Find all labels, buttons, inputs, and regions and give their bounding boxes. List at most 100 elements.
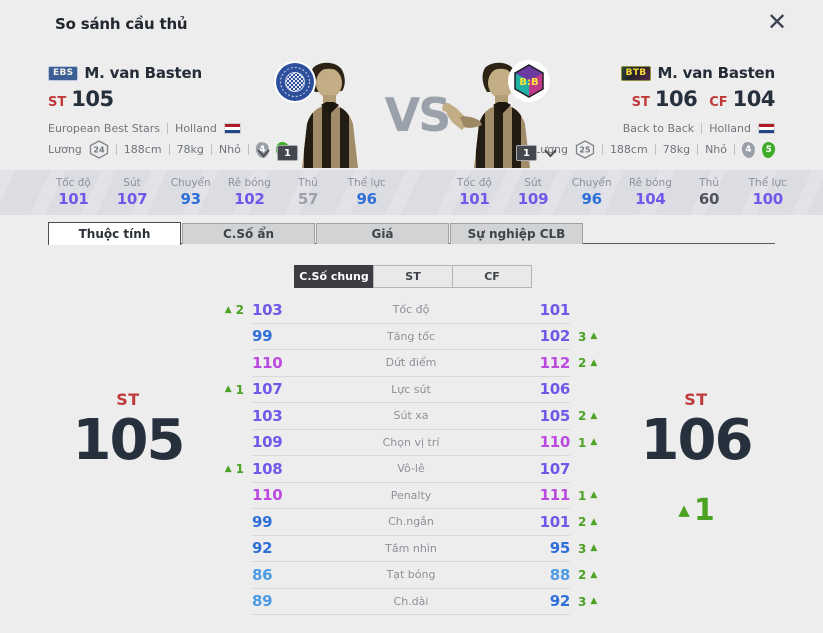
left-body-type: Nhỏ (218, 143, 241, 156)
increase-icon: ▲ (224, 463, 232, 474)
increase-icon: ▲ (590, 543, 598, 554)
right-summary-position: ST (684, 390, 708, 409)
stat-cell: Tốc độ 101 (456, 176, 492, 208)
increase-icon: ▲ (590, 490, 598, 501)
stat-cell: Rê bóng 104 (628, 176, 672, 208)
right-position-rating-1: 106 (654, 87, 698, 111)
stat-cell: Thủ 60 (698, 176, 720, 208)
close-icon[interactable]: ✕ (766, 8, 788, 36)
tab-chi-so-an[interactable]: C.Số ẩn (182, 223, 315, 244)
increase-icon: ▲ (590, 569, 598, 580)
holland-flag-icon (223, 123, 241, 134)
right-level-control: 1 (516, 145, 558, 161)
increase-icon: ▲ (590, 437, 598, 448)
holland-flag-icon (758, 123, 775, 134)
stat-cell: Thể lực 100 (748, 176, 787, 208)
subtab-st[interactable]: ST (373, 265, 453, 288)
stat-cell: Thủ 57 (297, 176, 319, 208)
left-position-rating: 105 (71, 87, 114, 111)
right-weight: 78kg (662, 143, 691, 156)
chevron-down-icon[interactable] (256, 148, 271, 158)
divider (210, 144, 212, 155)
subtab-cf[interactable]: CF (452, 265, 532, 288)
left-team-row: European Best Stars Holland (48, 122, 241, 135)
increase-icon: ▲ (224, 304, 232, 315)
right-salary-hexagon: 25 (575, 140, 595, 159)
overview-stats-band: Tốc độ 101 Sút 107 Chuyển 93 Rê bóng 102 Thủ… (0, 170, 823, 215)
left-tier-badge: EBS (48, 65, 79, 81)
stat-cell: Rê bóng 102 (227, 176, 271, 208)
chevron-down-icon[interactable] (543, 148, 558, 158)
divider (167, 123, 169, 134)
increase-icon: ▲ (590, 516, 598, 527)
divider (654, 144, 656, 155)
left-player-name: M. van Basten (84, 64, 202, 82)
left-level-badge: 1 (277, 145, 298, 161)
left-summary-rating: 105 (72, 408, 186, 473)
divider (601, 144, 603, 155)
right-overview-stats: Tốc độ 101 Sút 109 Chuyển 96 Rê bóng 104 Thủ… (445, 170, 797, 215)
left-level-control: 1 (256, 145, 298, 161)
left-attr-row: Lương 24 188cm 78kg Nhỏ 4 5 (48, 140, 290, 159)
divider (168, 144, 170, 155)
right-summary-delta: ▲ 1 (678, 493, 714, 528)
left-position-tag: ST (48, 95, 67, 110)
right-club-badge: B:B (507, 59, 551, 107)
right-team-row: Back to Back Holland (623, 122, 775, 135)
right-level-badge: 1 (516, 145, 537, 161)
subtab-chi-so-chung[interactable]: C.Số chung (294, 265, 374, 288)
increase-icon: ▲ (678, 501, 690, 519)
svg-text:24: 24 (93, 146, 105, 155)
tab-su-nghiep-clb[interactable]: Sự nghiệp CLB (450, 223, 583, 244)
right-player-name: M. van Basten (657, 64, 775, 82)
right-salary-label: Lương (534, 143, 568, 156)
right-summary-rating: 106 (640, 408, 754, 473)
position-sub-tabs: C.Số chung ST CF (294, 265, 532, 288)
right-team-name: Back to Back (622, 122, 695, 135)
stat-cell: Sút 109 (517, 176, 549, 208)
stat-cell: Sút 107 (116, 176, 148, 208)
svg-text:B:B: B:B (519, 77, 538, 88)
left-player-header: EBS M. van Basten (48, 64, 202, 82)
skill-moves-icon: 5 (760, 140, 777, 159)
left-team-name: European Best Stars (48, 122, 161, 135)
divider (734, 144, 735, 155)
divider (701, 123, 703, 134)
main-tabs: Thuộc tính C.Số ẩn Giá Sự nghiệp CLB (48, 222, 584, 245)
divider (697, 144, 699, 155)
right-nation: Holland (709, 122, 751, 135)
stat-cell: Tốc độ 101 (55, 176, 91, 208)
weak-foot-icon: 4 (740, 140, 757, 159)
divider (247, 144, 249, 155)
increase-icon: ▲ (590, 357, 598, 368)
left-salary-label: Lương (48, 143, 82, 156)
left-salary-hexagon: 24 (89, 140, 109, 159)
vs-label: VS (384, 88, 452, 142)
tab-gia[interactable]: Giá (316, 223, 449, 244)
right-player-header: BTB M. van Basten (620, 64, 775, 82)
increase-icon: ▲ (590, 410, 598, 421)
left-summary: ST 105 (58, 390, 198, 471)
right-body-type: Nhỏ (705, 143, 727, 156)
page-title: So sánh cầu thủ (55, 15, 188, 33)
tab-thuoc-tinh[interactable]: Thuộc tính (48, 222, 181, 245)
right-player-positions: ST 106 CF 104 (632, 87, 776, 111)
left-nation: Holland (175, 122, 217, 135)
stat-cell: Thể lực 96 (347, 176, 386, 208)
left-summary-position: ST (116, 390, 140, 409)
left-height: 188cm (123, 143, 162, 156)
right-attr-row: Lương 25 188cm 78kg Nhỏ 4 5 (534, 140, 777, 159)
stat-cell: Chuyển 93 (170, 176, 211, 208)
increase-icon: ▲ (224, 384, 232, 395)
